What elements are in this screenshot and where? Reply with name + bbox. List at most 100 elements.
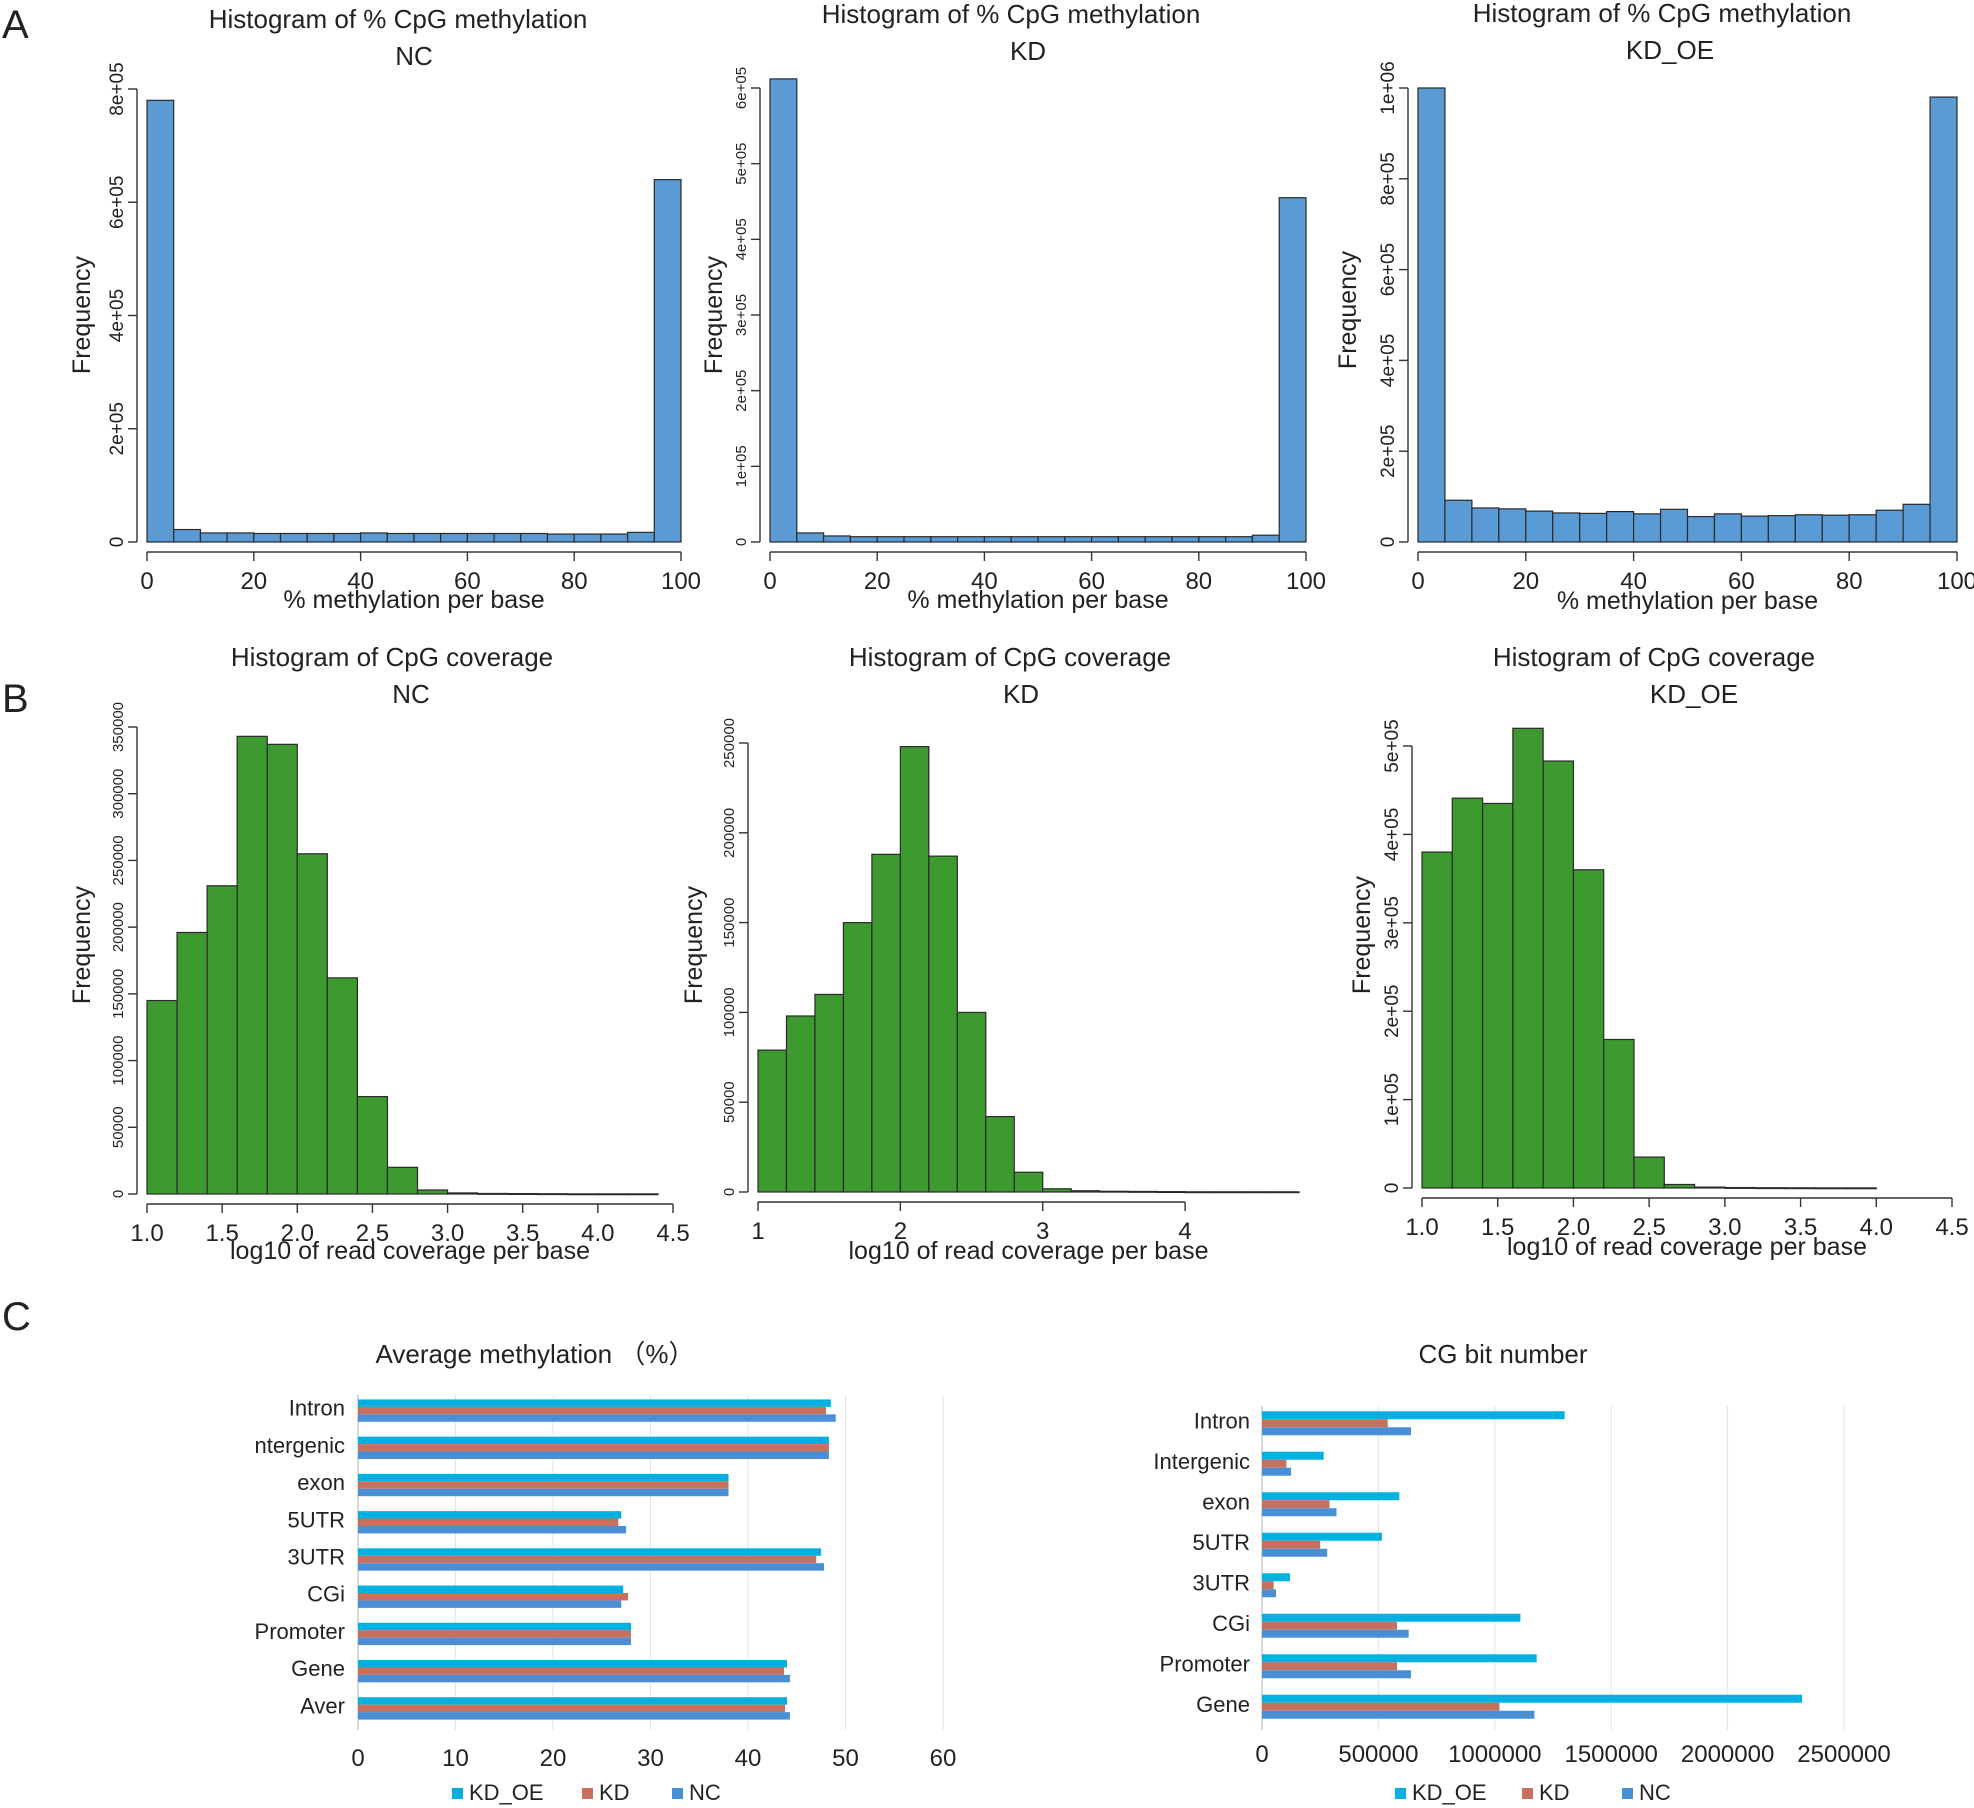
histogram-methylation-nc: Histogram of % CpG methylation NC 0 20 40 60 8…: [68, 4, 701, 614]
legend-label: KD: [1539, 1780, 1570, 1805]
histogram-bar: [333, 532, 362, 543]
histogram-bar: [1498, 508, 1527, 543]
histogram-bar: [769, 78, 798, 543]
bar-kd: [1262, 1500, 1330, 1509]
histogram-bar: [1042, 1188, 1072, 1193]
y-tick-label: 0: [721, 1188, 738, 1196]
chart-title: Histogram of CpG coverage: [1493, 642, 1815, 672]
x-tick-label: 40: [971, 568, 998, 595]
panel-label-b: B: [2, 677, 29, 721]
histogram-bar: [493, 532, 522, 543]
bar-nc: [1262, 1467, 1292, 1476]
chart-title: Average methylation （%）: [376, 1339, 695, 1369]
y-tick-label: 300000: [110, 769, 127, 819]
x-tick-label: 80: [1185, 568, 1212, 595]
histogram-bar: [1471, 507, 1500, 543]
histogram-bar: [440, 532, 469, 543]
x-tick-label: 2.0: [281, 1220, 314, 1247]
category-label: Intron: [289, 1396, 345, 1421]
x-tick-label: 80: [1836, 568, 1863, 595]
bar-kd-oe: [358, 1660, 787, 1668]
histogram-bar: [983, 536, 1012, 543]
x-tick-label: 60: [1728, 568, 1755, 595]
category-label: Promoter: [255, 1619, 345, 1644]
bar-nc: [1262, 1710, 1535, 1719]
x-tick-label: 2000000: [1681, 1741, 1774, 1768]
histogram-bar: [1037, 536, 1066, 543]
x-tick-label: 4.5: [1935, 1214, 1968, 1241]
y-axis-label: Frequency: [1334, 250, 1362, 369]
histogram-bar: [849, 536, 878, 543]
histogram-bar: [1481, 802, 1514, 1189]
histogram-bar: [1713, 513, 1742, 543]
y-tick-label: 0: [733, 538, 750, 546]
y-tick-label: 100000: [721, 987, 738, 1037]
histogram-bar: [1127, 1190, 1158, 1193]
y-tick-label: 3e+05: [733, 294, 750, 336]
histogram-bar: [1902, 503, 1931, 543]
chart-title: Histogram of CpG coverage: [849, 642, 1171, 672]
histogram-bar: [930, 536, 959, 543]
x-tick-label: 2.5: [356, 1220, 389, 1247]
histogram-bar: [466, 532, 495, 543]
chart-title: Histogram of CpG coverage: [231, 642, 553, 672]
bar-kd: [1262, 1459, 1287, 1468]
histogram-bar: [507, 1192, 539, 1195]
category-label: Aver: [300, 1693, 345, 1718]
x-tick-label: 4.0: [1860, 1214, 1893, 1241]
bar-nc: [1262, 1629, 1409, 1638]
histogram-bar: [876, 536, 905, 543]
bar-chart-average-methylation: Average methylation （%） 0 10 20 30 40 50 60 Intr…: [254, 1339, 956, 1805]
histogram-bar: [842, 921, 873, 1193]
legend-label: KD_OE: [1412, 1780, 1487, 1805]
bar-kd: [358, 1444, 829, 1452]
histogram-bar: [985, 1115, 1015, 1193]
histogram-bar: [1421, 851, 1453, 1189]
bar-nc: [1262, 1670, 1411, 1679]
bar-kd-oe: [1262, 1451, 1324, 1460]
histogram-coverage-kd-oe: Histogram of CpG coverage KD_OE 1.0 1.5 2.0 2…: [1348, 642, 1969, 1261]
histogram-bar: [567, 1193, 599, 1196]
bar-kd: [1262, 1581, 1274, 1590]
y-tick-label: 250000: [721, 718, 738, 768]
x-tick-label: 1: [751, 1218, 764, 1245]
histogram-bar: [1241, 1191, 1272, 1194]
histogram-bar: [757, 1049, 788, 1193]
histogram-bar: [956, 1011, 987, 1193]
histogram-bar: [1251, 534, 1280, 543]
histogram-bar: [1156, 1191, 1186, 1194]
bar-kd: [1262, 1540, 1321, 1549]
histogram-bar: [1512, 727, 1544, 1189]
bar-nc: [358, 1451, 829, 1459]
chart-subtitle: NC: [392, 679, 430, 709]
histogram-bar: [520, 532, 549, 543]
histogram-bar: [386, 1166, 419, 1195]
y-tick-label: 5e+05: [733, 143, 750, 185]
histogram-bar: [626, 531, 655, 543]
histogram-bar: [1724, 1186, 1756, 1189]
histogram-bar: [253, 532, 282, 543]
x-tick-label: 30: [637, 1745, 664, 1772]
y-tick-label: 4e+05: [107, 289, 128, 342]
histogram-bar: [1013, 1171, 1044, 1193]
panel-label-c: C: [2, 1295, 31, 1339]
y-tick-label: 6e+05: [1378, 243, 1399, 296]
y-tick-label: 50000: [110, 1106, 127, 1148]
legend-label: KD_OE: [469, 1780, 544, 1805]
histogram-bar: [446, 1192, 479, 1195]
bar-kd: [358, 1481, 729, 1489]
bar-kd: [358, 1555, 817, 1564]
y-tick-label: 6e+05: [107, 176, 128, 229]
x-tick-label: 3.5: [1784, 1214, 1817, 1241]
x-tick-label: 1.5: [1481, 1214, 1514, 1241]
bar-kd-oe: [358, 1511, 622, 1519]
histogram-bar: [1740, 515, 1769, 543]
x-tick-label: 1.0: [1405, 1214, 1438, 1241]
histogram-bar: [1525, 510, 1554, 543]
histogram-bar: [477, 1192, 509, 1195]
x-tick-label: 0: [1255, 1741, 1268, 1768]
category-label: 5UTR: [288, 1507, 345, 1532]
x-tick-label: 60: [454, 568, 481, 595]
category-label: CGi: [307, 1582, 345, 1607]
bar-kd-oe: [358, 1473, 729, 1482]
